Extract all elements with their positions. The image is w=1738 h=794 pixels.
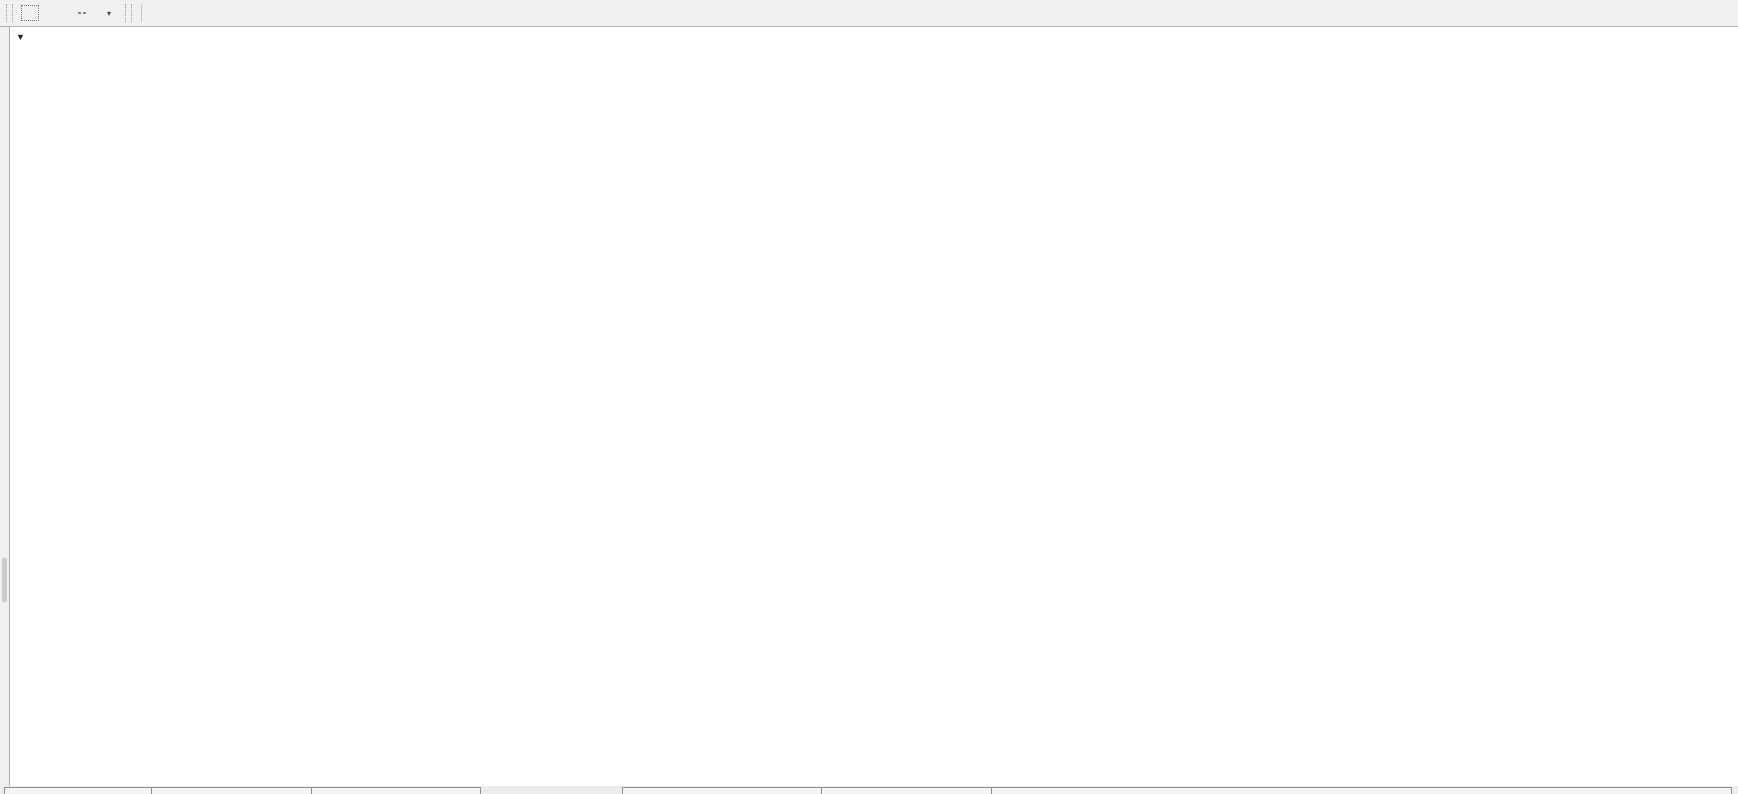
tab-divider <box>991 788 992 794</box>
text-label-icon[interactable] <box>70 3 94 23</box>
bottom-tab-strip <box>0 786 1738 794</box>
tab-divider <box>821 788 822 794</box>
tab-divider <box>151 788 152 794</box>
toolbar-drag-handle[interactable] <box>6 4 13 22</box>
bottom-tab[interactable] <box>622 787 1732 794</box>
chart-window <box>10 27 1738 786</box>
dropdown-caret-icon[interactable]: ▾ <box>106 8 111 18</box>
bottom-tab[interactable] <box>4 787 481 794</box>
chart-title: ▼ <box>16 32 39 42</box>
gutter-scroll-thumb[interactable] <box>2 558 7 602</box>
chart-shift-icon[interactable] <box>18 3 42 23</box>
toolbar-separator <box>141 4 142 22</box>
swap-arrows-icon[interactable]: ▾ <box>96 3 120 23</box>
main-toolbar: ▾ <box>0 0 1738 27</box>
chevron-down-icon[interactable]: ▼ <box>16 32 25 42</box>
toolbar-drag-handle[interactable] <box>125 4 132 22</box>
letter-a-icon[interactable] <box>44 3 68 23</box>
left-gutter <box>0 27 10 794</box>
tab-divider <box>311 788 312 794</box>
